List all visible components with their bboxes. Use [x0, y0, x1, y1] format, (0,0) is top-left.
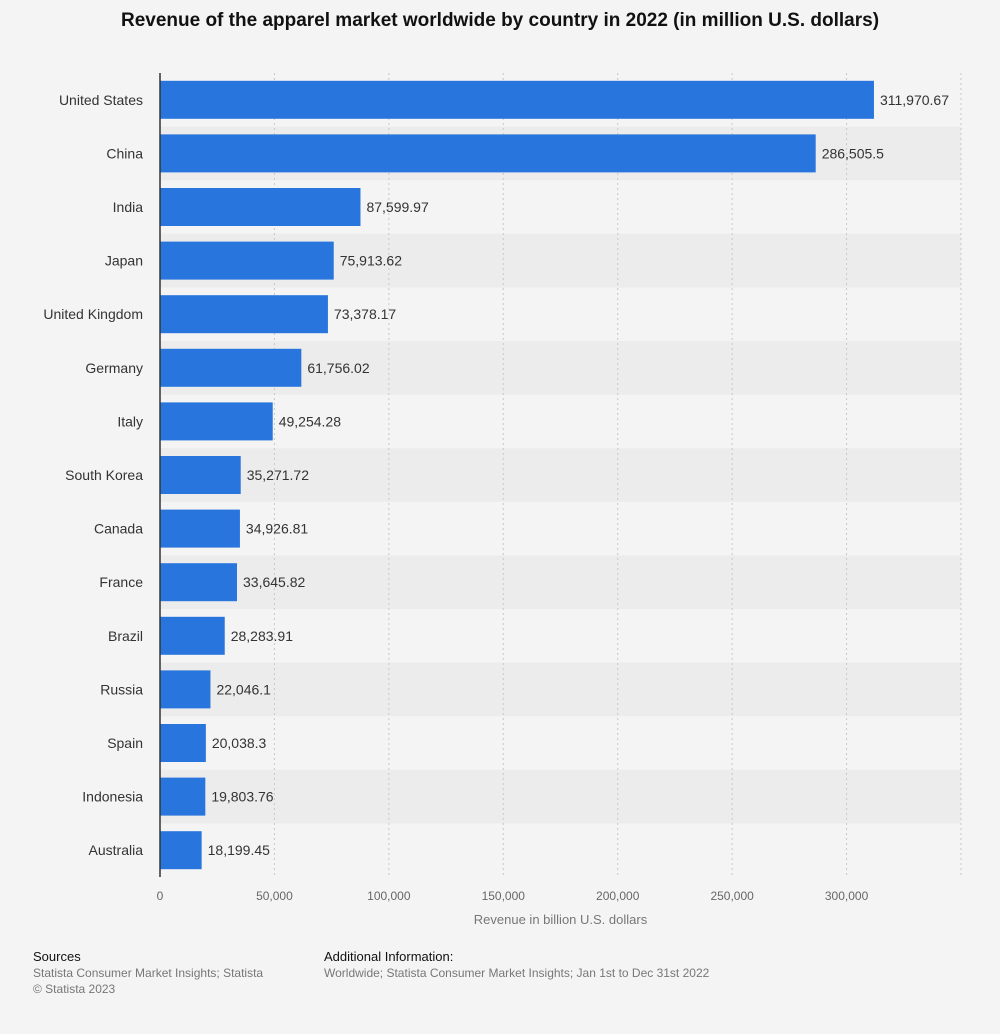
bar: [160, 188, 361, 226]
category-label: United Kingdom: [43, 306, 143, 322]
x-tick-label: 0: [157, 889, 164, 903]
category-label: Italy: [117, 413, 143, 429]
category-label: India: [113, 199, 144, 215]
category-label: Spain: [107, 735, 143, 751]
category-label: France: [99, 574, 143, 590]
chart-title: Revenue of the apparel market worldwide …: [120, 10, 880, 31]
bar: [160, 241, 334, 280]
x-tick-label: 300,000: [825, 889, 869, 903]
x-tick-label: 150,000: [482, 889, 526, 903]
row-band: [160, 448, 961, 502]
category-label: South Korea: [65, 467, 143, 483]
bar-chart: 311,970.67 United States 286,505.5 China 87,…: [43, 73, 962, 927]
category-label: United States: [59, 92, 143, 108]
x-tick-label: 200,000: [596, 889, 640, 903]
bar: [160, 509, 240, 548]
value-label: 28,283.91: [231, 628, 293, 644]
category-label: Russia: [100, 681, 143, 697]
bar: [160, 563, 238, 602]
value-label: 22,046.1: [216, 681, 271, 697]
bar: [160, 295, 328, 334]
bar: [160, 777, 206, 816]
x-tick-label: 50,000: [256, 889, 293, 903]
category-label: Canada: [94, 521, 143, 537]
sources-block: Sources Statista Consumer Market Insight…: [33, 949, 313, 997]
value-label: 87,599.97: [366, 199, 428, 215]
bar: [160, 402, 273, 441]
bar: [160, 348, 302, 387]
value-label: 61,756.02: [307, 360, 369, 376]
category-label: China: [106, 145, 143, 161]
x-tick-label: 100,000: [367, 889, 411, 903]
category-label: Japan: [105, 253, 143, 269]
value-label: 19,803.76: [211, 789, 273, 805]
additional-info-heading: Additional Information:: [324, 949, 454, 964]
bar: [160, 134, 816, 173]
bar: [160, 831, 202, 870]
value-label: 18,199.45: [208, 842, 270, 858]
row-band: [160, 769, 961, 824]
category-label: Indonesia: [82, 789, 143, 805]
row-band: [160, 662, 961, 717]
copyright-line: © Statista 2023: [33, 982, 116, 996]
category-label: Australia: [89, 842, 144, 858]
x-tick-label: 250,000: [710, 889, 754, 903]
value-label: 35,271.72: [247, 467, 309, 483]
value-label: 20,038.3: [212, 735, 267, 751]
x-axis-title: Revenue in billion U.S. dollars: [474, 912, 648, 927]
value-label: 311,970.67: [880, 92, 949, 108]
sources-heading: Sources: [33, 949, 81, 964]
bar: [160, 80, 874, 119]
additional-info-block: Additional Information: Worldwide; Stati…: [324, 949, 924, 981]
additional-info-text: Worldwide; Statista Consumer Market Insi…: [324, 966, 710, 980]
sources-line-1: Statista Consumer Market Insights; Stati…: [33, 966, 264, 980]
value-label: 75,913.62: [340, 253, 402, 269]
category-label: Brazil: [108, 628, 143, 644]
value-label: 34,926.81: [246, 521, 308, 537]
bar: [160, 724, 206, 762]
value-label: 73,378.17: [334, 306, 396, 322]
bar: [160, 616, 225, 655]
bar: [160, 670, 211, 709]
value-label: 286,505.5: [822, 145, 884, 161]
row-band: [160, 555, 961, 609]
category-label: Germany: [85, 360, 143, 376]
value-label: 49,254.28: [279, 413, 341, 429]
value-label: 33,645.82: [243, 574, 305, 590]
bar: [160, 456, 241, 494]
